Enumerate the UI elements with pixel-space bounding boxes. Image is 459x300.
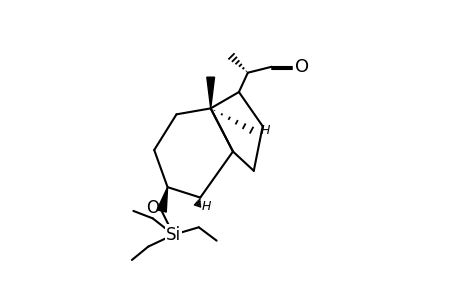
Text: H: H [260,124,269,137]
Text: Si: Si [166,226,181,244]
Polygon shape [157,187,167,212]
Text: H: H [202,200,211,213]
Text: O: O [146,199,159,217]
Polygon shape [207,77,214,108]
Text: O: O [295,58,309,76]
